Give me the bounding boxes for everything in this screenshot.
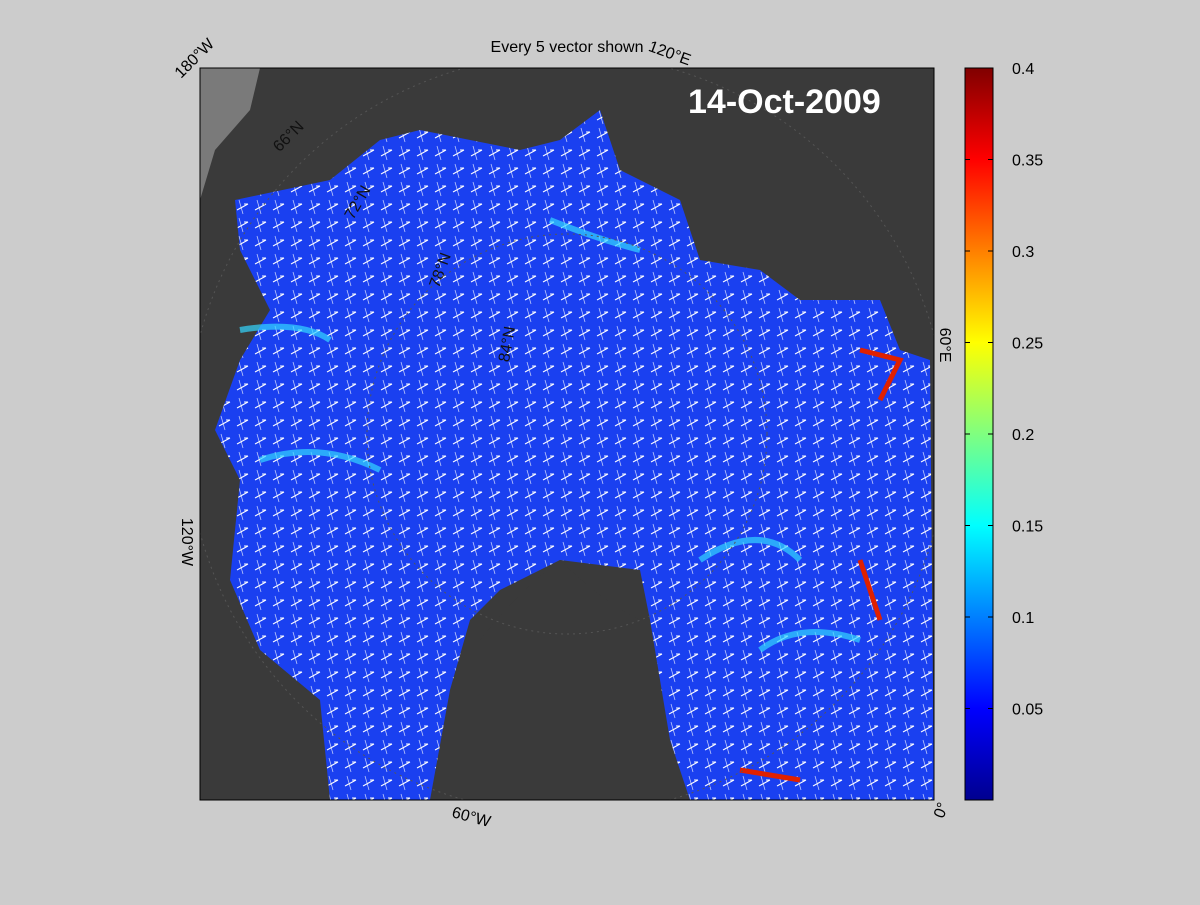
colorbar-tick-label: 0.25 xyxy=(1012,336,1043,353)
lat-label: 84°N xyxy=(496,325,519,363)
colorbar-tick-label: 0.35 xyxy=(1012,153,1043,170)
lon-label: 120°W xyxy=(178,518,195,567)
lon-label: 60°E xyxy=(936,328,953,363)
colorbar-tick-label: 0.1 xyxy=(1012,610,1034,627)
map-title: Every 5 vector shown xyxy=(491,39,644,56)
lon-label: 120°E xyxy=(646,38,693,69)
lon-label: 0° xyxy=(931,800,952,820)
land-far xyxy=(200,68,260,200)
colorbar-tick-label: 0.05 xyxy=(1012,702,1043,719)
date-label: 14-Oct-2009 xyxy=(688,83,881,121)
map-frame xyxy=(199,67,935,801)
colorbar-tick-label: 0.15 xyxy=(1012,519,1043,536)
colorbar-tick-label: 0.2 xyxy=(1012,427,1034,444)
drift-vectors xyxy=(215,110,934,800)
colorbar-tick-label: 0.3 xyxy=(1012,244,1034,261)
latitude-circle xyxy=(366,233,768,635)
greenland xyxy=(470,560,650,800)
high-drift-spot xyxy=(739,347,904,783)
map: 14-Oct-2009 xyxy=(200,68,934,800)
colorbar-axis: 0.05 0.1 0.15 0.2 0.25 0.3 0.35 0.4 xyxy=(965,61,1043,719)
colorbar-tick-label: 0.4 xyxy=(1012,61,1034,78)
fast-drift-band xyxy=(239,217,861,653)
lon-label: 60°W xyxy=(450,804,493,831)
